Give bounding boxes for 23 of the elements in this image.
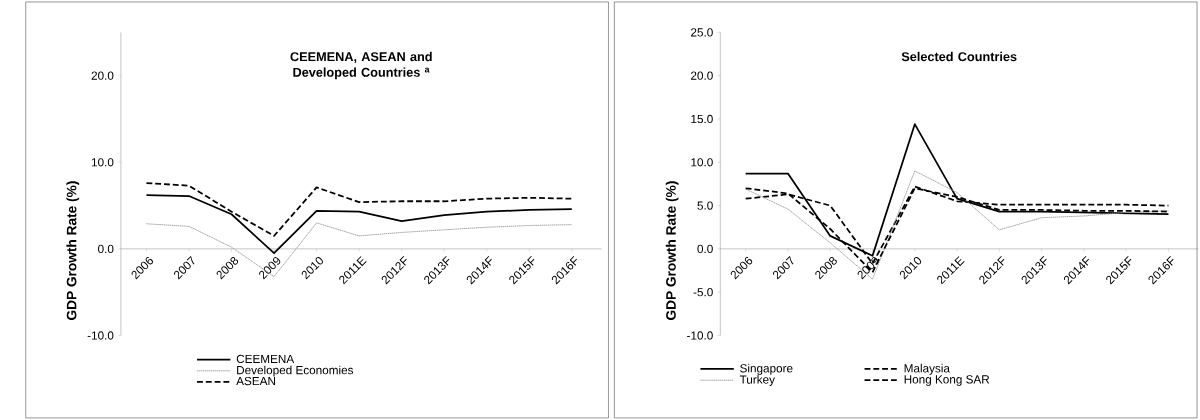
legend-label: CEEMENA (236, 354, 295, 364)
y-tick-label: 0.0 (697, 244, 713, 254)
legend-label: Singapore (740, 363, 793, 375)
legend-label: Developed Economies (237, 365, 354, 377)
text: CEEMENA, ASEAN and Developed Countries $^{a}$ (290, 51, 432, 80)
legend-label: Malaysia (904, 363, 950, 375)
y-tick-label: 10.0 (691, 158, 713, 167)
y-tick-label: 20.0 (91, 71, 114, 80)
legend-label: Hong Kong SAR (904, 375, 990, 386)
y-tick-label: 15.0 (691, 114, 713, 124)
text: Selected Countries (901, 51, 1017, 62)
legend-label: ASEAN (236, 376, 275, 386)
y-tick-label: 25.0 (691, 28, 713, 37)
y-tick-label: -10.0 (687, 331, 713, 340)
y-tick-label: 5.0 (697, 201, 713, 210)
legend-label: Turkey (739, 375, 775, 387)
y-tick-label: -5.0 (693, 288, 713, 297)
y-tick-label: 0.0 (98, 244, 114, 254)
y-tick-label: -10.0 (87, 331, 114, 340)
y-tick-label: 20.0 (691, 71, 713, 80)
y-tick-label: 10.0 (91, 158, 114, 167)
y-axis-title: GDP Growth Rate (%) (665, 181, 679, 321)
y-axis-title: GDP Growth Rate (%) (66, 181, 80, 321)
